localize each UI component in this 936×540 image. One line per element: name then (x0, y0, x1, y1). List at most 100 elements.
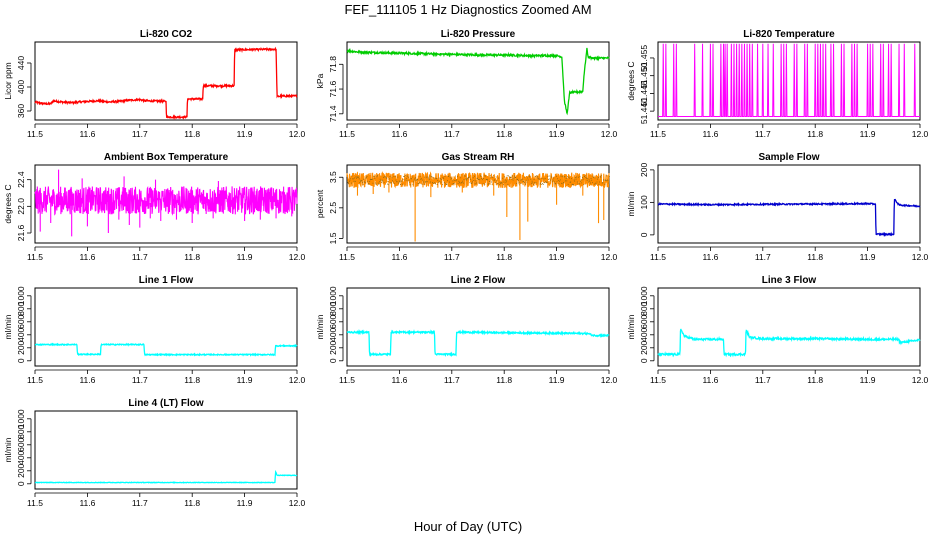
x-tick-label: 11.8 (184, 129, 200, 139)
x-tick-label: 11.9 (860, 252, 876, 262)
x-tick-label: 11.5 (650, 375, 666, 385)
x-tick-label: 11.7 (444, 375, 460, 385)
x-tick-label: 11.9 (549, 252, 565, 262)
panel-10: Line 4 (LT) Flow ml/min 11.5 11.6 11.7 11.8 11… (3, 398, 306, 508)
y-tick-label: 1000 (16, 409, 26, 428)
y-tick-label: 600 (328, 314, 338, 328)
plot-frame (657, 287, 921, 367)
x-tick-label: 11.9 (237, 375, 253, 385)
x-tick-label: 11.7 (755, 252, 771, 262)
series-line (657, 43, 921, 117)
y-tick-label: 600 (16, 314, 26, 328)
plot-frame (346, 287, 610, 367)
x-tick-label: 11.8 (184, 252, 200, 262)
series-line (34, 342, 298, 357)
x-tick-label: 11.7 (132, 375, 148, 385)
y-tick-label: 800 (328, 301, 338, 315)
y-tick-label: 600 (639, 314, 649, 328)
x-tick-label: 11.7 (755, 129, 771, 139)
series-line (657, 328, 921, 358)
y-axis-label: ml/min (3, 314, 13, 339)
x-tick-label: 11.6 (79, 129, 95, 139)
x-tick-label: 11.8 (496, 252, 512, 262)
y-axis-label: ml/min (3, 437, 13, 462)
y-axis-label: kPa (315, 73, 325, 88)
x-tick-label: 11.9 (860, 375, 876, 385)
series-line (657, 198, 921, 237)
panel-title: Line 4 (LT) Flow (128, 398, 204, 409)
figure-title: FEF_111105 1 Hz Diagnostics Zoomed AM (344, 2, 591, 17)
x-tick-label: 12.0 (912, 252, 929, 262)
y-tick-label: 22.0 (16, 198, 26, 215)
x-tick-label: 11.6 (702, 129, 718, 139)
y-tick-label: 400 (16, 327, 26, 341)
x-tick-label: 11.8 (496, 375, 512, 385)
y-tick-label: 0 (16, 358, 26, 363)
x-tick-label: 11.5 (27, 498, 43, 508)
series-line (34, 169, 298, 237)
x-tick-label: 11.5 (27, 252, 43, 262)
x-tick-label: 11.6 (702, 252, 718, 262)
y-axis-label: Licor ppm (3, 62, 13, 99)
y-tick-label: 51.455 (639, 45, 649, 71)
panel-8: Line 2 Flow ml/min 11.5 11.6 11.7 11.8 11.9 12.… (315, 275, 618, 385)
y-tick-label: 360 (16, 104, 26, 118)
series-line (346, 328, 610, 358)
x-tick-label: 11.5 (650, 252, 666, 262)
y-axis-label: ml/min (626, 191, 636, 216)
y-tick-label: 2.5 (328, 202, 338, 214)
y-tick-label: 51.445 (639, 80, 649, 106)
panel-5: Gas Stream RH percent 11.5 11.6 11.7 11.8 11.9… (315, 152, 618, 262)
x-tick-label: 11.6 (79, 375, 95, 385)
y-tick-label: 1.5 (328, 232, 338, 244)
x-tick-label: 12.0 (601, 129, 618, 139)
plot-frame (34, 287, 298, 367)
x-tick-label: 11.9 (237, 498, 253, 508)
y-tick-label: 51.440 (639, 98, 649, 124)
y-tick-label: 71.6 (328, 81, 338, 98)
plot-frame (657, 41, 921, 121)
x-tick-label: 12.0 (912, 375, 929, 385)
y-tick-label: 0 (639, 358, 649, 363)
y-tick-label: 3.5 (328, 171, 338, 183)
panel-title: Ambient Box Temperature (104, 152, 229, 163)
y-tick-label: 200 (639, 340, 649, 354)
y-tick-label: 800 (639, 301, 649, 315)
x-tick-label: 11.5 (650, 129, 666, 139)
panel-7: Line 1 Flow ml/min 11.5 11.6 11.7 11.8 11.9 12.… (3, 275, 306, 385)
y-axis-label: ml/min (626, 314, 636, 339)
series-line (34, 469, 298, 484)
y-tick-label: 200 (16, 463, 26, 477)
x-tick-label: 12.0 (289, 252, 306, 262)
x-tick-label: 11.7 (444, 252, 460, 262)
y-tick-label: 200 (16, 340, 26, 354)
x-tick-label: 12.0 (289, 498, 306, 508)
series-line (346, 171, 610, 242)
x-tick-label: 11.8 (496, 129, 512, 139)
x-tick-label: 11.5 (339, 129, 355, 139)
y-tick-label: 51.450 (639, 62, 649, 88)
plot-frame (346, 164, 610, 244)
panel-title: Li-820 CO2 (140, 29, 193, 40)
panel-9: Line 3 Flow ml/min 11.5 11.6 11.7 11.8 11.9 12.… (626, 275, 929, 385)
plot-frame (34, 410, 298, 490)
panel-1: Li-820 CO2 Licor ppm 11.5 11.6 11.7 11.8 11.9 1… (3, 29, 306, 139)
x-tick-label: 11.8 (807, 375, 823, 385)
x-tick-label: 11.5 (339, 252, 355, 262)
x-tick-label: 12.0 (601, 252, 618, 262)
x-tick-label: 11.7 (132, 252, 148, 262)
y-tick-label: 1000 (328, 286, 338, 305)
x-tick-label: 11.6 (79, 498, 95, 508)
x-tick-label: 11.9 (237, 129, 253, 139)
panel-3: Li-820 Temperature degrees C 11.5 11.6 11.7 1… (626, 29, 929, 139)
series-line (346, 47, 610, 116)
panel-6: Sample Flow ml/min 11.5 11.6 11.7 11.8 11.9 12.… (626, 152, 929, 262)
y-tick-label: 800 (16, 301, 26, 315)
x-tick-label: 11.8 (184, 375, 200, 385)
x-tick-label: 11.7 (132, 498, 148, 508)
y-tick-label: 400 (16, 450, 26, 464)
x-tick-label: 11.5 (27, 375, 43, 385)
panel-title: Sample Flow (758, 152, 819, 163)
x-tick-label: 12.0 (601, 375, 618, 385)
x-tick-label: 11.9 (237, 252, 253, 262)
